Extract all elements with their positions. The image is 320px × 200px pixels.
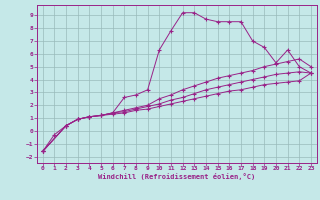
X-axis label: Windchill (Refroidissement éolien,°C): Windchill (Refroidissement éolien,°C) <box>98 173 255 180</box>
